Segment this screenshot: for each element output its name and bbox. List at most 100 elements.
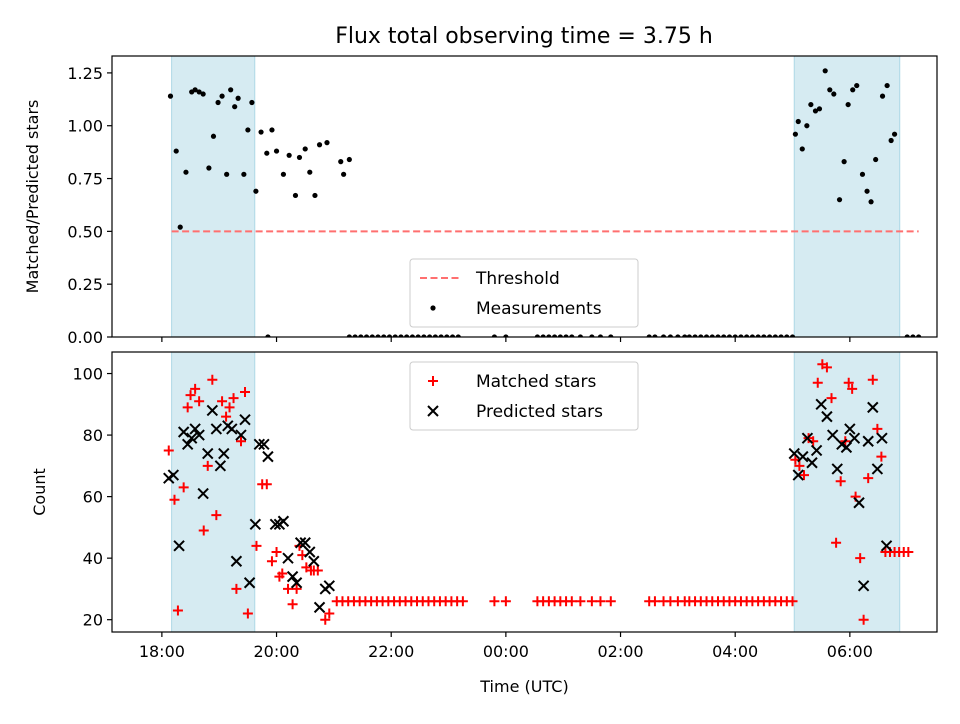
data-point bbox=[864, 188, 870, 194]
data-point bbox=[721, 334, 727, 337]
data-point bbox=[243, 577, 256, 589]
data-point bbox=[455, 334, 461, 337]
data-point bbox=[280, 171, 287, 177]
data-point bbox=[438, 334, 444, 337]
data-point bbox=[801, 432, 814, 444]
data-point bbox=[867, 401, 879, 414]
data-point bbox=[432, 334, 438, 337]
data-point bbox=[193, 429, 205, 441]
data-point bbox=[863, 473, 874, 484]
data-point bbox=[715, 334, 721, 337]
data-point bbox=[346, 156, 352, 163]
data-point bbox=[386, 334, 393, 337]
data-point bbox=[249, 518, 262, 531]
data-point bbox=[826, 429, 839, 441]
data-point bbox=[324, 608, 335, 619]
data-point bbox=[827, 87, 833, 93]
y-tick-label: 100 bbox=[72, 365, 103, 384]
data-point bbox=[831, 537, 842, 548]
data-point bbox=[206, 404, 219, 417]
data-point bbox=[172, 605, 183, 616]
data-point bbox=[910, 334, 916, 337]
data-point bbox=[258, 438, 270, 451]
data-point bbox=[219, 93, 225, 99]
data-point bbox=[826, 393, 837, 404]
data-point bbox=[320, 614, 331, 625]
data-point bbox=[189, 423, 201, 435]
data-point bbox=[534, 334, 540, 337]
x-axis-label: Time (UTC) bbox=[479, 677, 568, 696]
data-point bbox=[313, 601, 326, 614]
data-point bbox=[269, 518, 282, 531]
data-point bbox=[816, 106, 823, 112]
data-point bbox=[646, 334, 652, 337]
data-point bbox=[245, 127, 251, 133]
data-point bbox=[291, 583, 302, 594]
data-point bbox=[264, 150, 270, 156]
y-tick-label: 0.50 bbox=[67, 222, 103, 241]
data-point bbox=[231, 583, 242, 594]
legend-label: Predicted stars bbox=[476, 402, 603, 422]
y-axis-label: Count bbox=[30, 468, 49, 516]
data-point bbox=[551, 334, 558, 337]
data-point bbox=[850, 87, 856, 93]
data-point bbox=[862, 435, 874, 447]
data-point bbox=[888, 137, 894, 144]
data-point bbox=[228, 87, 234, 93]
data-point bbox=[217, 396, 228, 407]
data-point bbox=[312, 192, 318, 199]
data-point bbox=[489, 596, 500, 607]
data-point bbox=[375, 334, 381, 337]
data-point bbox=[841, 159, 847, 165]
data-point bbox=[675, 334, 681, 337]
data-point bbox=[194, 396, 205, 407]
data-point bbox=[732, 334, 738, 337]
legend-marker bbox=[430, 305, 436, 311]
data-point bbox=[167, 469, 180, 481]
legend-label: Measurements bbox=[476, 299, 602, 319]
data-point bbox=[503, 334, 509, 337]
data-point bbox=[868, 199, 874, 205]
y-tick-label: 1.25 bbox=[67, 64, 103, 83]
data-point bbox=[444, 334, 450, 337]
data-point bbox=[840, 441, 853, 454]
data-point bbox=[392, 334, 398, 337]
data-point bbox=[258, 129, 264, 135]
data-point bbox=[795, 118, 801, 125]
data-point bbox=[540, 334, 546, 337]
y-tick-label: 1.00 bbox=[67, 117, 103, 136]
data-point bbox=[214, 460, 227, 472]
data-point bbox=[709, 334, 715, 337]
figure-title: Flux total observing time = 3.75 h bbox=[335, 24, 713, 49]
x-tick-label: 18:00 bbox=[139, 642, 185, 661]
data-point bbox=[269, 127, 275, 133]
data-point bbox=[304, 546, 316, 558]
plot-area bbox=[167, 68, 922, 337]
data-point bbox=[323, 580, 335, 592]
data-point bbox=[224, 171, 230, 177]
data-point bbox=[261, 479, 272, 490]
data-point bbox=[253, 438, 266, 451]
data-point bbox=[698, 334, 704, 337]
data-point bbox=[404, 334, 410, 337]
data-point bbox=[815, 398, 827, 411]
data-point bbox=[218, 447, 230, 460]
y-tick-label: 80 bbox=[83, 426, 103, 445]
data-point bbox=[316, 142, 323, 148]
data-point bbox=[457, 596, 468, 607]
data-point bbox=[312, 565, 323, 576]
data-point bbox=[308, 555, 320, 567]
data-point bbox=[235, 436, 246, 447]
x-tick-label: 06:00 bbox=[827, 642, 873, 661]
data-point bbox=[822, 68, 828, 74]
data-point bbox=[163, 445, 174, 456]
data-point bbox=[242, 608, 253, 619]
data-point bbox=[235, 95, 241, 101]
data-point bbox=[232, 104, 238, 110]
data-point bbox=[836, 197, 843, 203]
data-point bbox=[798, 470, 809, 481]
data-point bbox=[784, 334, 790, 337]
data-point bbox=[200, 91, 206, 97]
data-point bbox=[177, 224, 183, 230]
data-point bbox=[500, 596, 511, 607]
